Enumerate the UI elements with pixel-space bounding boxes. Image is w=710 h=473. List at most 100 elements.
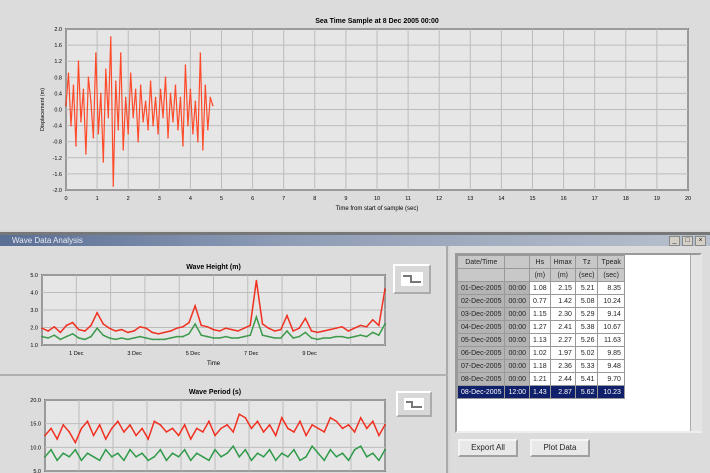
table-cell[interactable]: 04-Dec-2005	[457, 320, 506, 334]
table-cell[interactable]: 02-Dec-2005	[457, 294, 506, 308]
table-row[interactable]: 05-Dec-2005 00:00 1.13 2.27 5.26 11.63	[457, 333, 625, 347]
data-point	[250, 427, 253, 430]
data-point	[124, 96, 127, 99]
table-cell[interactable]: 9.70	[597, 372, 625, 386]
column-header[interactable]	[457, 268, 506, 282]
table-cell[interactable]: 00:00	[504, 320, 530, 334]
table-cell[interactable]: 5.29	[574, 307, 599, 321]
column-header[interactable]: Date/Time	[457, 255, 506, 269]
window-titlebar[interactable]: Wave Data Analysis _ □ ×	[0, 232, 710, 246]
zoom-period-button[interactable]	[396, 391, 432, 417]
table-cell[interactable]: 1.15	[529, 307, 551, 321]
table-cell[interactable]: 06-Dec-2005	[457, 346, 506, 360]
table-cell[interactable]: 05-Dec-2005	[457, 333, 506, 347]
table-cell[interactable]: 5.62	[574, 385, 599, 399]
table-cell[interactable]: 00:00	[504, 359, 530, 373]
table-cell[interactable]: 9.14	[597, 307, 625, 321]
column-header[interactable]: (sec)	[574, 268, 599, 282]
column-header[interactable]: (sec)	[597, 268, 625, 282]
zoom-height-button[interactable]	[393, 264, 431, 294]
data-point	[268, 448, 271, 451]
close-icon[interactable]: ×	[695, 236, 706, 246]
table-row[interactable]: 03-Dec-2005 00:00 1.15 2.30 5.29 9.14	[457, 307, 625, 321]
export-button[interactable]: Export All	[458, 439, 518, 457]
column-header[interactable]: (m)	[549, 268, 576, 282]
table-cell[interactable]: 1.18	[529, 359, 551, 373]
table-cell[interactable]: 1.43	[529, 385, 551, 399]
column-header[interactable]	[504, 255, 530, 269]
table-cell[interactable]: 9.48	[597, 359, 625, 373]
data-point	[243, 327, 245, 329]
table-cell[interactable]: 2.87	[549, 385, 576, 399]
column-header[interactable]: Tz	[574, 255, 599, 269]
data-point	[70, 124, 72, 127]
column-header[interactable]: Tpeak	[597, 255, 625, 269]
table-cell[interactable]: 10.24	[597, 294, 625, 308]
table-cell[interactable]: 1.97	[549, 346, 576, 360]
table-cell[interactable]: 00:00	[504, 372, 530, 386]
table-cell[interactable]: 1.02	[529, 346, 551, 360]
table-cell[interactable]: 5.26	[574, 333, 599, 347]
column-header[interactable]: Hmax	[549, 255, 576, 269]
data-point	[204, 84, 207, 87]
table-cell[interactable]: 5.02	[574, 346, 599, 360]
column-header[interactable]: (m)	[529, 268, 551, 282]
table-cell[interactable]: 5.33	[574, 359, 599, 373]
table-cell[interactable]: 10.67	[597, 320, 625, 334]
data-point	[194, 100, 197, 103]
table-cell[interactable]: 2.44	[549, 372, 576, 386]
table-cell[interactable]: 08-Dec-2005	[457, 385, 506, 399]
table-row[interactable]: 08-Dec-2005 12:00 1.43 2.87 5.62 10.23	[457, 385, 625, 399]
table-cell[interactable]: 0.77	[529, 294, 551, 308]
data-point	[53, 334, 56, 336]
table-cell[interactable]: 10.23	[597, 385, 625, 399]
table-cell[interactable]: 12:00	[504, 385, 530, 399]
column-header[interactable]	[504, 268, 530, 282]
table-cell[interactable]: 11.63	[597, 333, 625, 347]
maximize-icon[interactable]: □	[682, 236, 693, 246]
table-row[interactable]: 08-Dec-2005 00:00 1.21 2.44 5.41 9.70	[457, 372, 625, 386]
table-cell[interactable]: 00:00	[504, 346, 530, 360]
table-cell[interactable]: 07-Dec-2005	[457, 359, 506, 373]
data-point	[41, 327, 43, 329]
data-point	[74, 441, 77, 444]
table-cell[interactable]: 5.21	[574, 281, 599, 295]
table-cell[interactable]: 1.08	[529, 281, 551, 295]
table-row[interactable]: 01-Dec-2005 00:00 1.08 2.15 5.21 8.35	[457, 281, 625, 295]
table-cell[interactable]: 2.30	[549, 307, 576, 321]
table-cell[interactable]: 00:00	[504, 294, 530, 308]
table-row[interactable]: 06-Dec-2005 00:00 1.02 1.97 5.02 9.85	[457, 346, 625, 360]
table-row[interactable]: 04-Dec-2005 00:00 1.27 2.41 5.38 10.67	[457, 320, 625, 334]
table-cell[interactable]: 2.15	[549, 281, 576, 295]
plot-button[interactable]: Plot Data	[530, 439, 590, 457]
table-cell[interactable]: 00:00	[504, 333, 530, 347]
y-axis-label: Displacement (m)	[40, 88, 46, 131]
x-tick-label: 11	[405, 196, 411, 202]
table-scrollbar[interactable]	[690, 255, 702, 431]
table-cell[interactable]: 03-Dec-2005	[457, 307, 506, 321]
data-point	[114, 80, 117, 83]
table-row[interactable]: 07-Dec-2005 00:00 1.18 2.36 5.33 9.48	[457, 359, 625, 373]
table-cell[interactable]: 5.38	[574, 320, 599, 334]
table-cell[interactable]: 1.21	[529, 372, 551, 386]
table-cell[interactable]: 2.41	[549, 320, 576, 334]
table-cell[interactable]: 00:00	[504, 307, 530, 321]
minimize-icon[interactable]: _	[669, 236, 680, 246]
table-cell[interactable]: 08-Dec-2005	[457, 372, 506, 386]
column-header[interactable]: Hs	[529, 255, 551, 269]
table-cell[interactable]: 9.85	[597, 346, 625, 360]
table-cell[interactable]: 5.08	[574, 294, 599, 308]
table-row[interactable]: 02-Dec-2005 00:00 0.77 1.42 5.08 10.24	[457, 294, 625, 308]
table-cell[interactable]: 1.42	[549, 294, 576, 308]
table-cell[interactable]: 2.27	[549, 333, 576, 347]
data-point	[192, 132, 194, 135]
table-cell[interactable]: 01-Dec-2005	[457, 281, 506, 295]
table-cell[interactable]: 5.41	[574, 372, 599, 386]
x-tick-label: 18	[623, 196, 629, 202]
table-cell[interactable]: 8.35	[597, 281, 625, 295]
table-cell[interactable]: 1.13	[529, 333, 551, 347]
table-cell[interactable]: 1.27	[529, 320, 551, 334]
table-cell[interactable]: 2.36	[549, 359, 576, 373]
table-cell[interactable]: 00:00	[504, 281, 530, 295]
x-tick-label: 12	[436, 196, 442, 202]
